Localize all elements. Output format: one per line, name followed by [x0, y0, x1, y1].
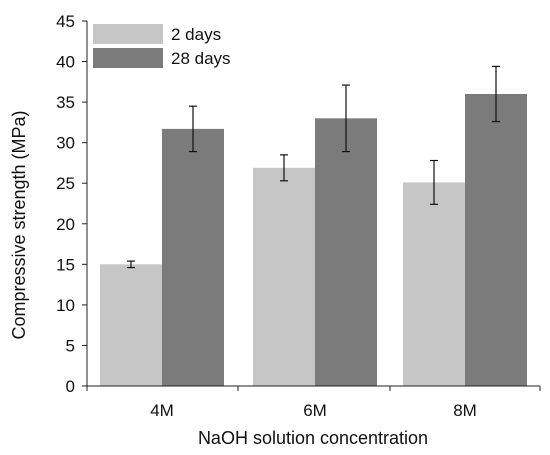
x-axis: 4M 6M 8M [86, 385, 541, 420]
y-tick-label-45: 45 [56, 12, 75, 31]
bar-4M-2-days [100, 264, 162, 386]
legend-swatch-28-days [93, 48, 163, 68]
y-tick-label-40: 40 [56, 53, 75, 72]
y-tick-label-30: 30 [56, 134, 75, 153]
bar-6M-2-days [253, 167, 315, 386]
legend-label-2-days: 2 days [171, 25, 221, 44]
y-tick-label-15: 15 [56, 255, 75, 274]
x-tick-label-8M: 8M [453, 401, 477, 420]
y-tick-label-0: 0 [66, 377, 75, 396]
bar-6M-28-days [315, 118, 377, 386]
bar-8M-28-days [465, 94, 527, 386]
legend: 2 days 28 days [93, 24, 231, 68]
y-axis-title: Compressive strength (MPa) [9, 110, 29, 339]
bar-4M-28-days [162, 128, 224, 386]
y-tick-label-25: 25 [56, 174, 75, 193]
x-tick-label-6M: 6M [303, 401, 327, 420]
x-tick-label-4M: 4M [150, 401, 174, 420]
y-tick-label-5: 5 [66, 336, 75, 355]
legend-label-28-days: 28 days [171, 49, 231, 68]
bar-8M-2-days [403, 182, 465, 386]
y-tick-label-20: 20 [56, 215, 75, 234]
y-axis: 0 5 10 15 20 25 30 35 40 45 [56, 12, 88, 396]
plot-area [100, 65, 527, 386]
y-tick-label-10: 10 [56, 296, 75, 315]
x-axis-title: NaOH solution concentration [198, 428, 428, 448]
y-tick-label-35: 35 [56, 93, 75, 112]
legend-swatch-2-days [93, 24, 163, 44]
